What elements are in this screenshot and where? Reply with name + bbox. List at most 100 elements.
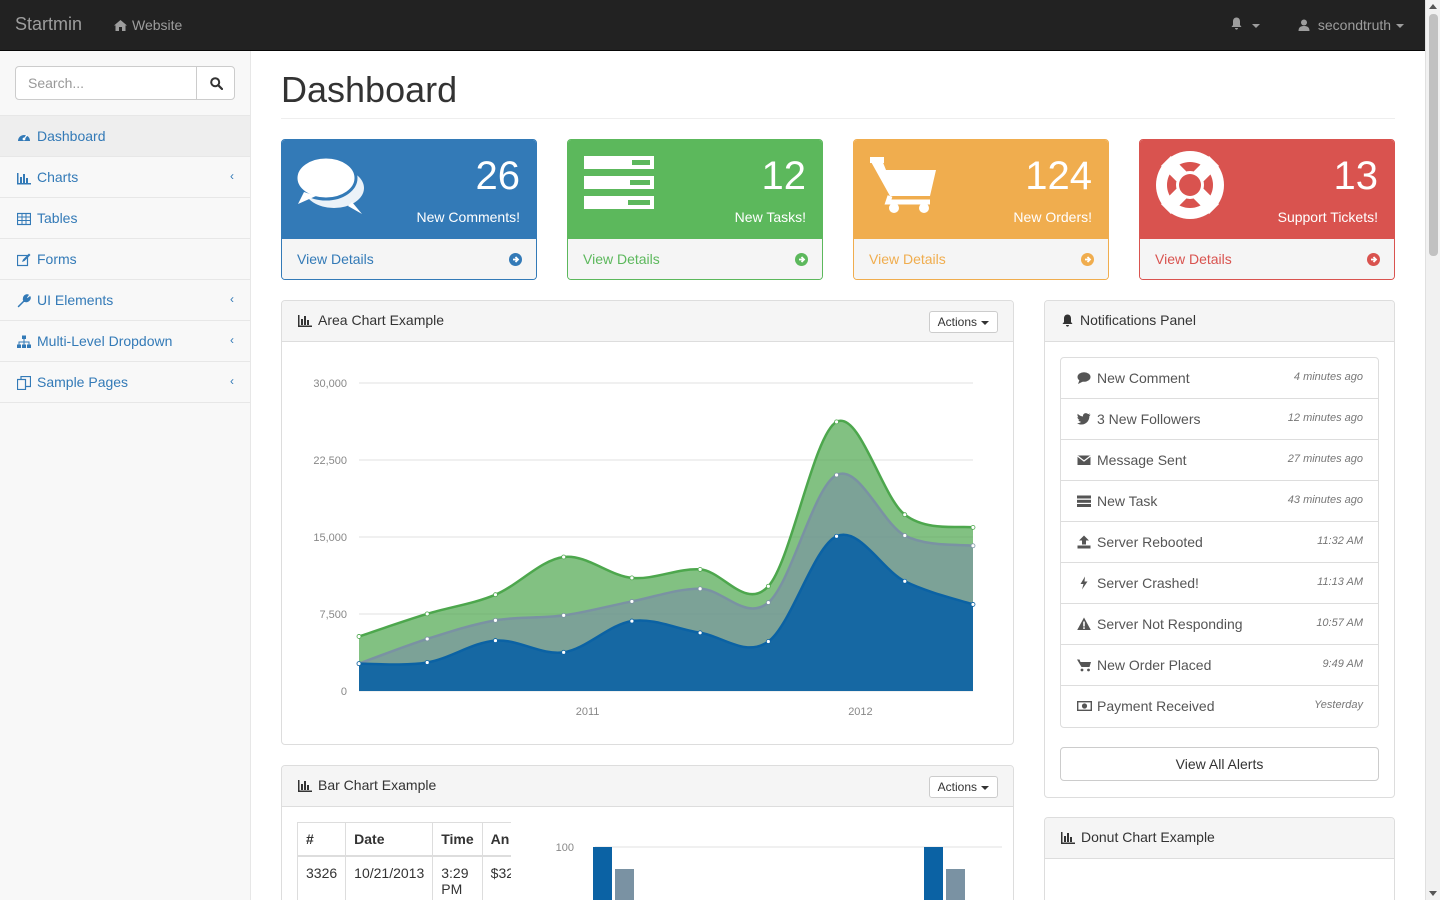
data-point	[902, 512, 908, 518]
alerts-dropdown[interactable]	[1230, 17, 1260, 33]
bar	[924, 847, 943, 900]
notification-item[interactable]: Message Sent 27 minutes ago	[1061, 440, 1378, 481]
notification-time: 10:57 AM	[1316, 617, 1363, 629]
sidebar-menu: Dashboard Charts ‹ Tables Forms UI Eleme…	[0, 115, 250, 403]
user-dropdown[interactable]: secondtruth	[1298, 17, 1405, 33]
search-input[interactable]	[15, 66, 197, 100]
sidebar-item-dashboard[interactable]: Dashboard	[0, 116, 250, 157]
page-scrollbar[interactable]	[1425, 0, 1440, 900]
panel-title-text: Donut Chart Example	[1081, 829, 1215, 845]
shopping-cart-icon	[870, 157, 936, 213]
notification-label: Server Rebooted	[1097, 534, 1203, 550]
shopping-cart-icon	[1077, 659, 1091, 672]
caret-down-icon	[981, 785, 989, 790]
notification-item[interactable]: New Task 43 minutes ago	[1061, 481, 1378, 522]
sidebar-item-ui-elements[interactable]: UI Elements ‹	[0, 280, 250, 321]
notification-time: 12 minutes ago	[1287, 412, 1363, 424]
bar	[946, 869, 965, 900]
stat-count: 124	[1025, 154, 1092, 198]
comments-stat-panel: 26 New Comments! View Details	[281, 139, 537, 280]
area-chart: 0 7,500 15,000 22,500 30,000 2011 2012	[313, 378, 976, 718]
stat-heading: 13 Support Tickets!	[1140, 140, 1394, 238]
page-header: Dashboard	[281, 68, 1395, 119]
twitter-icon	[1077, 413, 1091, 425]
table-row: 3326 10/21/2013 3:29 PM $32	[297, 855, 511, 900]
notification-label: Payment Received	[1097, 698, 1215, 714]
notification-item[interactable]: Server Not Responding 10:57 AM	[1061, 604, 1378, 645]
view-all-alerts-button[interactable]: View All Alerts	[1060, 747, 1379, 781]
notification-item[interactable]: Server Crashed! 11:13 AM	[1061, 563, 1378, 604]
notification-time: 11:32 AM	[1317, 535, 1363, 547]
data-point	[561, 554, 567, 560]
chevron-left-icon: ‹	[230, 374, 234, 388]
data-point	[902, 578, 908, 584]
sidebar-item-label: Tables	[37, 210, 78, 226]
data-point	[765, 639, 771, 644]
notification-item[interactable]: Payment Received Yesterday	[1061, 686, 1378, 727]
view-details-link[interactable]: View Details	[854, 238, 1108, 279]
y-tick-label: 15,000	[313, 532, 347, 544]
view-details-link[interactable]: View Details	[1140, 238, 1394, 279]
notification-time: Yesterday	[1314, 699, 1363, 711]
y-tick-label: 7,500	[319, 609, 347, 621]
notification-item[interactable]: New Comment 4 minutes ago	[1061, 358, 1378, 399]
search-button[interactable]	[196, 66, 235, 100]
stat-label: New Comments!	[416, 209, 520, 225]
tasks-icon	[584, 156, 654, 209]
notification-label: New Order Placed	[1097, 657, 1212, 673]
area-series-fill	[359, 534, 973, 691]
notification-item[interactable]: Server Rebooted 11:32 AM	[1061, 522, 1378, 563]
sidebar-item-forms[interactable]: Forms	[0, 239, 250, 280]
panel-heading: Notifications Panel	[1045, 301, 1394, 342]
website-label: Website	[132, 17, 183, 33]
x-tick-label: 2011	[576, 706, 600, 718]
notification-time: 4 minutes ago	[1293, 371, 1363, 383]
orders-stat-panel: 124 New Orders! View Details	[853, 139, 1109, 280]
notification-item[interactable]: 3 New Followers 12 minutes ago	[1061, 399, 1378, 440]
caret-down-icon	[1251, 24, 1260, 29]
sidebar-item-sample-pages[interactable]: Sample Pages ‹	[0, 362, 250, 403]
data-point	[493, 638, 498, 643]
data-point	[424, 660, 430, 665]
user-icon	[1298, 17, 1318, 33]
data-point	[356, 634, 362, 639]
panel-heading: Donut Chart Example	[1045, 818, 1394, 859]
actions-dropdown-button[interactable]: Actions	[928, 776, 998, 798]
user-name: secondtruth	[1317, 17, 1392, 33]
dashboard-icon	[18, 134, 30, 141]
brand-logo[interactable]: Startmin	[15, 14, 83, 34]
column-header: Date	[345, 822, 434, 857]
data-point	[629, 618, 635, 624]
x-tick-label: 2012	[848, 706, 872, 718]
data-point	[424, 611, 430, 617]
view-details-link[interactable]: View Details	[282, 238, 536, 279]
panel-title-text: Bar Chart Example	[318, 777, 437, 793]
y-tick-label: 100	[556, 842, 574, 854]
stat-count: 26	[475, 154, 521, 198]
scrollbar-thumb[interactable]	[1429, 14, 1438, 256]
bell-icon	[1062, 314, 1073, 327]
sidebar-item-label: Multi-Level Dropdown	[37, 333, 173, 349]
column-header: An	[481, 822, 511, 857]
actions-dropdown-button[interactable]: Actions	[928, 311, 998, 333]
sidebar-item-multi-level-dropdown[interactable]: Multi-Level Dropdown ‹	[0, 321, 250, 362]
sidebar-item-charts[interactable]: Charts ‹	[0, 157, 250, 198]
panel-title: Bar Chart Example	[298, 777, 436, 793]
view-details-link[interactable]: View Details	[568, 238, 822, 279]
scroll-down-arrow-icon[interactable]	[1429, 891, 1437, 896]
arrow-circle-right-icon	[1367, 253, 1380, 266]
panel-heading: Area Chart Example Actions	[282, 301, 1013, 342]
scroll-up-arrow-icon[interactable]	[1429, 4, 1437, 9]
data-point	[424, 636, 430, 642]
data-point	[356, 661, 362, 667]
website-link[interactable]: Website	[114, 17, 182, 34]
column-header: Time	[432, 822, 483, 857]
bar	[615, 869, 634, 900]
notification-label: New Comment	[1097, 370, 1190, 386]
stat-label: Support Tickets!	[1277, 209, 1378, 225]
column-header: #	[297, 822, 347, 857]
sidebar-item-tables[interactable]: Tables	[0, 198, 250, 239]
sitemap-icon	[17, 335, 31, 348]
notification-label: 3 New Followers	[1097, 411, 1201, 427]
notification-item[interactable]: New Order Placed 9:49 AM	[1061, 645, 1378, 686]
